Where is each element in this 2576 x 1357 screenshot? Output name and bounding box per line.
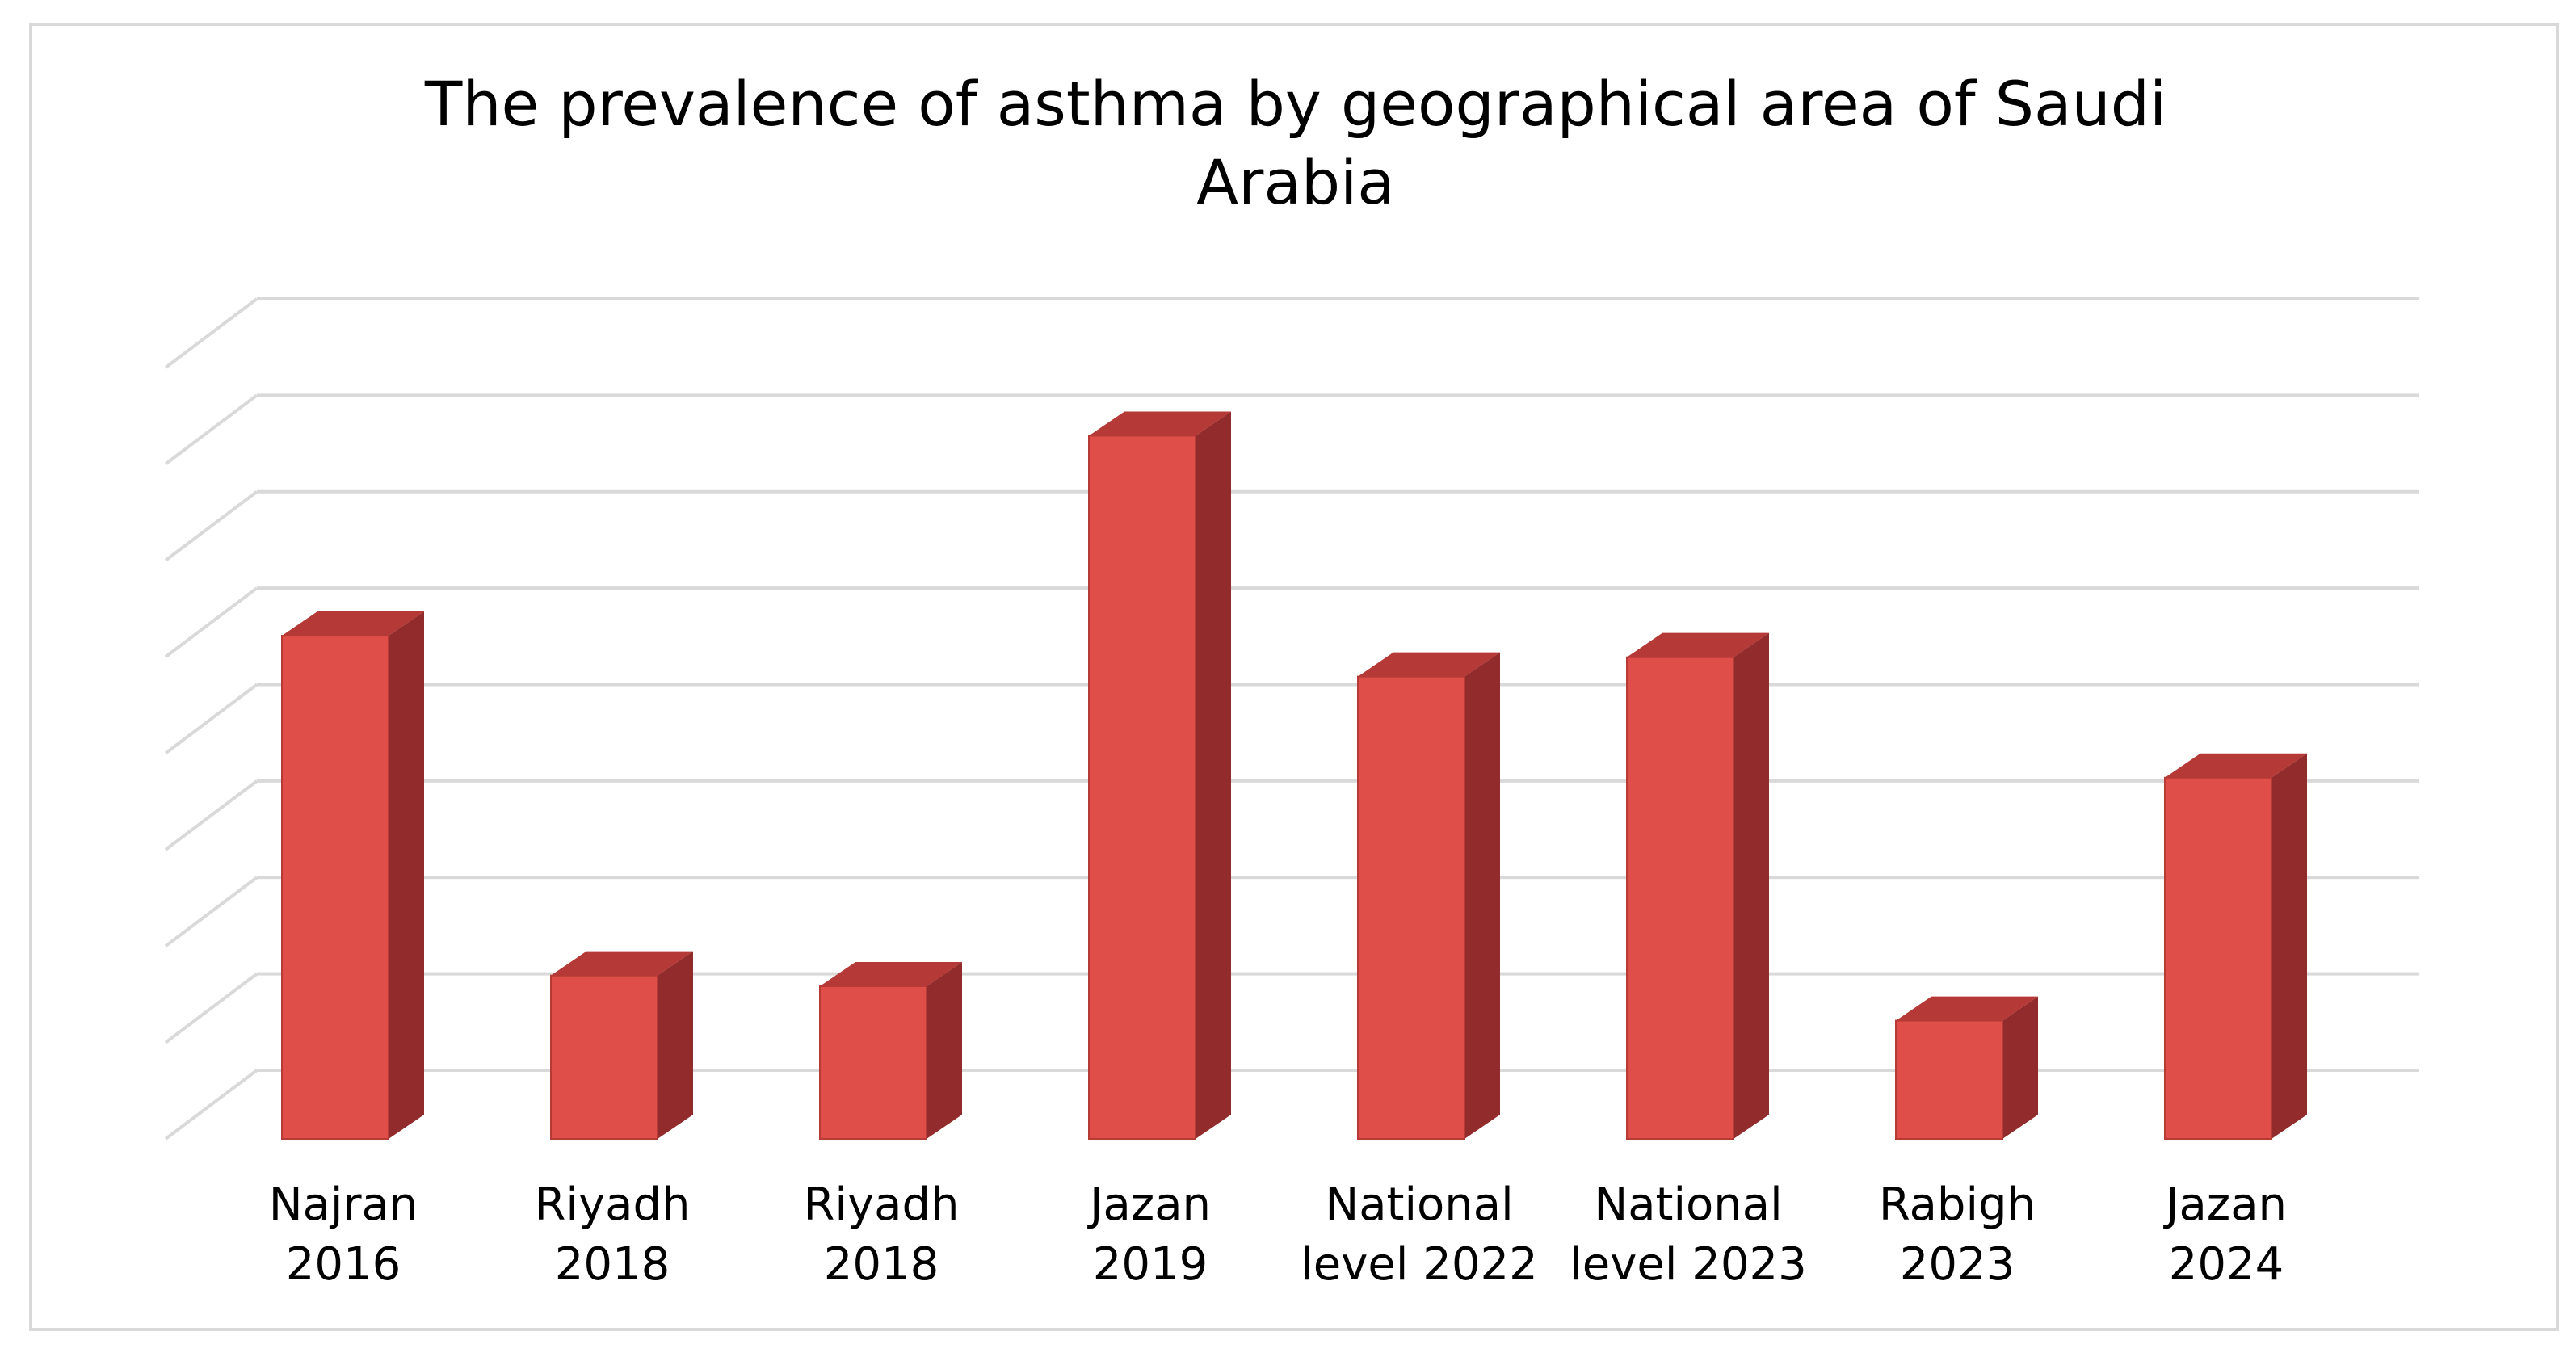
category-label-line: 2016 bbox=[286, 1238, 401, 1291]
bar-top-face bbox=[1627, 632, 1769, 657]
category-label-line: level 2022 bbox=[1301, 1238, 1537, 1291]
bar-side-face bbox=[389, 611, 424, 1139]
gridline-side bbox=[164, 586, 258, 658]
bar-side-face bbox=[1733, 632, 1769, 1139]
category-label-line: Jazan bbox=[1087, 1178, 1211, 1231]
bar-top-face bbox=[820, 961, 962, 986]
bar-front-face bbox=[1895, 1019, 2003, 1140]
bar-0 bbox=[281, 611, 424, 1140]
chart-title-line-1: The prevalence of asthma by geographical… bbox=[424, 68, 2166, 140]
category-labels: Najran 2016 Riyadh 2018 Riyadh 2018 Jazan 2019 N… bbox=[269, 1178, 2287, 1291]
bar-side-face bbox=[927, 961, 962, 1139]
gridline-side bbox=[164, 876, 258, 947]
bar-7 bbox=[2164, 753, 2307, 1141]
bar-side-face bbox=[1464, 652, 1500, 1139]
bar-side-face bbox=[2271, 753, 2307, 1139]
category-label-line: 2024 bbox=[2169, 1238, 2284, 1291]
bar-front-face bbox=[1088, 435, 1196, 1140]
gridline-side bbox=[164, 779, 258, 851]
gridline-side bbox=[164, 683, 258, 755]
category-label-line: Rabigh bbox=[1879, 1178, 2036, 1231]
gridline-side bbox=[164, 297, 258, 369]
category-label-line: Jazan bbox=[2163, 1178, 2287, 1231]
category-label-line: National bbox=[1594, 1178, 1782, 1231]
bar-front-face bbox=[1357, 675, 1465, 1140]
category-label-line: 2018 bbox=[555, 1238, 670, 1291]
bars bbox=[281, 411, 2307, 1141]
bar-front-face bbox=[550, 974, 658, 1140]
bar-top-face bbox=[1358, 652, 1500, 677]
gridline-side bbox=[164, 973, 258, 1044]
bar-front-face bbox=[1626, 656, 1734, 1140]
category-label-line: Najran bbox=[269, 1178, 418, 1231]
category-label-line: level 2023 bbox=[1570, 1238, 1806, 1291]
bar-1 bbox=[550, 951, 693, 1140]
bar-5 bbox=[1626, 632, 1769, 1140]
category-label-line: 2019 bbox=[1093, 1238, 1208, 1291]
bar-4 bbox=[1357, 652, 1500, 1140]
category-label-line: Riyadh bbox=[804, 1178, 960, 1231]
bar-6 bbox=[1895, 996, 2038, 1140]
bar-side-face bbox=[1196, 411, 1231, 1139]
category-label-line: 2023 bbox=[1900, 1238, 2015, 1291]
bar-top-face bbox=[551, 951, 693, 976]
category-label-line: 2018 bbox=[824, 1238, 939, 1291]
bar-front-face bbox=[2164, 776, 2272, 1141]
bar-side-face bbox=[2002, 996, 2038, 1139]
category-label-line: National bbox=[1325, 1178, 1513, 1231]
gridline-side bbox=[164, 393, 258, 465]
bar-2 bbox=[819, 961, 962, 1140]
bar-front-face bbox=[281, 635, 389, 1140]
bar-top-face bbox=[1089, 411, 1231, 436]
bar-top-face bbox=[2165, 753, 2307, 778]
bar-front-face bbox=[819, 985, 927, 1140]
bar-side-face bbox=[658, 951, 693, 1139]
bar-top-face bbox=[282, 611, 424, 636]
gridline-side bbox=[164, 1069, 258, 1141]
chart-frame bbox=[29, 23, 2559, 1331]
category-label-line: Riyadh bbox=[535, 1178, 691, 1231]
gridline-side bbox=[164, 490, 258, 562]
chart-title-line-2: Arabia bbox=[1196, 146, 1395, 218]
bar-3 bbox=[1088, 411, 1231, 1140]
bar-top-face bbox=[1896, 996, 2038, 1021]
